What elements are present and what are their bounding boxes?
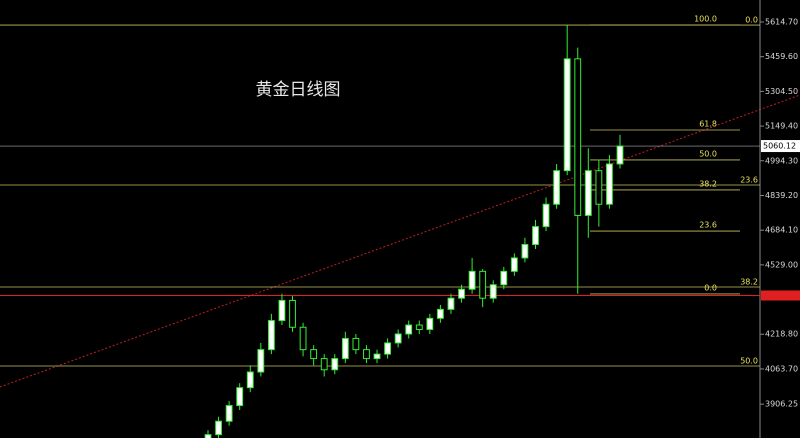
candle-body bbox=[532, 226, 539, 246]
candle-body bbox=[563, 58, 571, 172]
y-tick-label: 4839.20 bbox=[765, 191, 798, 200]
candle-body bbox=[437, 308, 444, 319]
candle-body bbox=[267, 320, 275, 351]
fib-label: 23.6 bbox=[740, 175, 758, 184]
candle-body bbox=[331, 358, 339, 371]
candle-body bbox=[225, 405, 233, 422]
candle-body bbox=[606, 163, 613, 205]
y-tick-label: 4529.00 bbox=[765, 260, 798, 269]
candle-body bbox=[553, 170, 561, 205]
candle-body bbox=[500, 270, 508, 286]
candle-body bbox=[489, 284, 497, 299]
fib-label: 0.0 bbox=[704, 283, 717, 292]
fib-label: 50.0 bbox=[740, 356, 758, 365]
y-tick-label: 4063.70 bbox=[765, 364, 798, 373]
y-tick-label: 5149.40 bbox=[765, 122, 798, 131]
candle-body bbox=[363, 349, 370, 360]
fib-label: 38.2 bbox=[699, 179, 717, 188]
candle-body bbox=[352, 337, 360, 351]
y-tick-label: 4684.10 bbox=[765, 226, 798, 235]
y-tick-label: 5459.60 bbox=[765, 52, 798, 61]
candle-body bbox=[341, 337, 349, 360]
candle-body bbox=[584, 170, 592, 216]
candle-body bbox=[289, 299, 296, 328]
candle-body bbox=[542, 203, 550, 228]
candle-body bbox=[278, 299, 286, 322]
candle-body bbox=[320, 358, 328, 371]
candle-body bbox=[510, 257, 518, 272]
last-price-box bbox=[761, 140, 800, 153]
candle-body bbox=[394, 333, 402, 344]
candle-body bbox=[310, 349, 318, 360]
candle-body bbox=[426, 317, 434, 331]
red-price-box bbox=[761, 290, 800, 301]
candle-body bbox=[384, 342, 391, 355]
candle-body bbox=[415, 324, 423, 331]
candle-body bbox=[373, 353, 381, 360]
fib-label: 100.0 bbox=[694, 15, 717, 24]
fib-label: 0.0 bbox=[745, 16, 758, 25]
fib-label: 38.2 bbox=[740, 278, 758, 287]
chart-title: 黄金日线图 bbox=[256, 80, 341, 100]
candle-body bbox=[257, 349, 265, 373]
candle-body bbox=[299, 326, 307, 351]
candle-body bbox=[447, 297, 455, 310]
candle-body bbox=[574, 58, 582, 216]
fib-label: 61.8 bbox=[699, 119, 717, 128]
candle-body bbox=[521, 244, 529, 259]
candle-body bbox=[236, 387, 244, 407]
candle-body bbox=[246, 371, 254, 389]
candle-body bbox=[479, 270, 487, 299]
candle-body bbox=[405, 324, 413, 335]
candle-body bbox=[458, 288, 465, 299]
candle-body bbox=[468, 270, 476, 290]
candle-body bbox=[215, 420, 222, 436]
candle-body bbox=[616, 145, 624, 165]
trend-line bbox=[0, 94, 800, 388]
y-tick-label: 5304.50 bbox=[765, 87, 798, 96]
fib-label: 50.0 bbox=[699, 149, 717, 158]
last-price-label: 5060.12 bbox=[763, 142, 796, 151]
y-tick-label: 5614.70 bbox=[765, 17, 798, 26]
fib-label: 23.6 bbox=[699, 221, 717, 230]
y-tick-label: 4218.80 bbox=[765, 330, 798, 339]
candle-body bbox=[595, 170, 603, 205]
y-tick-label: 4994.30 bbox=[765, 156, 798, 165]
y-tick-label: 3906.25 bbox=[765, 400, 798, 409]
candle-body bbox=[204, 434, 212, 438]
